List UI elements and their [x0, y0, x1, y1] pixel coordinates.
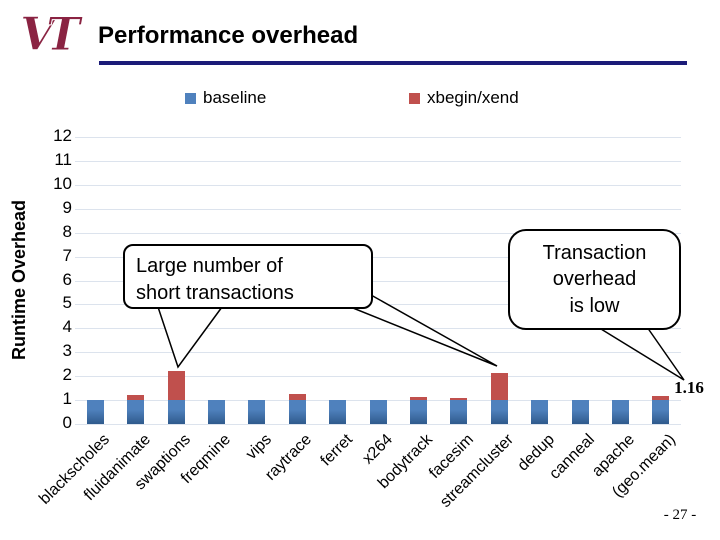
bar-baseline-x264 [369, 400, 387, 424]
bar-baseline-vips [248, 400, 266, 424]
bar-baseline-streamcluster [490, 400, 508, 424]
callout-transaction-overhead: Transaction overhead is low [508, 229, 681, 330]
callout-text-line: short transactions [136, 281, 294, 304]
bar-baseline-swaptions [167, 400, 185, 424]
logo-letter-v: V [20, 10, 60, 58]
bar-baseline-blackscholes [86, 400, 104, 424]
legend-label-baseline: baseline [203, 88, 267, 107]
y-tick-label-4: 4 [62, 317, 72, 337]
bar-baseline-freqmine [207, 400, 225, 424]
y-tick-label-3: 3 [62, 341, 72, 361]
gridline [75, 424, 681, 425]
gridline [75, 232, 681, 234]
y-tick-label-8: 8 [62, 221, 72, 241]
y-tick-label-6: 6 [62, 269, 72, 289]
callout-text-line: Transaction [542, 241, 647, 264]
logo-letter-t: T [46, 10, 84, 58]
y-tick-label-11: 11 [54, 149, 72, 169]
bar-baseline-dedup [531, 400, 549, 424]
legend-item-xbegin-xend: xbegin/xend [409, 88, 519, 108]
y-tick-label-9: 9 [62, 197, 72, 217]
chart-plot-area [75, 137, 681, 425]
y-tick-label-12: 12 [53, 126, 72, 145]
callout-text-line: Large number of [136, 255, 283, 277]
gridline [75, 160, 681, 162]
bar-baseline-raytrace [288, 400, 306, 424]
legend-swatch-baseline [185, 92, 196, 104]
gridline [75, 376, 681, 378]
bar-baseline-apache [611, 400, 629, 424]
legend-item-baseline: baseline [185, 88, 266, 108]
slide-title: Performance overhead [98, 22, 359, 49]
y-tick-label-5: 5 [62, 293, 72, 313]
gridline [75, 352, 681, 354]
bar-baseline-facesim [450, 400, 468, 424]
legend-label-xbegin-xend: xbegin/xend [427, 88, 519, 107]
x-axis-labels: blackscholes fluidanimate swaptions freqmin… [0, 431, 720, 540]
bar-baseline-canneal [571, 400, 589, 424]
gridline [75, 184, 681, 186]
legend-swatch-xbegin-xend [409, 92, 420, 104]
geo-mean-data-label: 1.16 [674, 378, 704, 397]
gridline [75, 256, 681, 258]
callout-text-line: overhead [552, 268, 637, 291]
bar-baseline-ferret [329, 400, 347, 424]
bar-baseline-(geo.mean) [652, 400, 670, 424]
y-tick-label-10: 10 [53, 173, 72, 193]
callout-text-line: is low [569, 294, 620, 317]
gridline [75, 280, 681, 282]
bar-baseline-bodytrack [409, 400, 427, 424]
callout-large-transactions: Large number of short transactions [123, 244, 373, 309]
gridline [75, 137, 681, 138]
y-tick-label-1: 1 [62, 389, 72, 409]
y-tick-label-7: 7 [62, 245, 72, 265]
y-tick-label-0: 0 [62, 413, 72, 432]
title-underline [99, 61, 687, 65]
y-tick-label-2: 2 [62, 365, 72, 385]
page-number: - 27 - [663, 507, 697, 523]
gridline [75, 208, 681, 210]
vt-logo-icon: V T [20, 10, 85, 58]
bar-baseline-fluidanimate [127, 400, 145, 424]
